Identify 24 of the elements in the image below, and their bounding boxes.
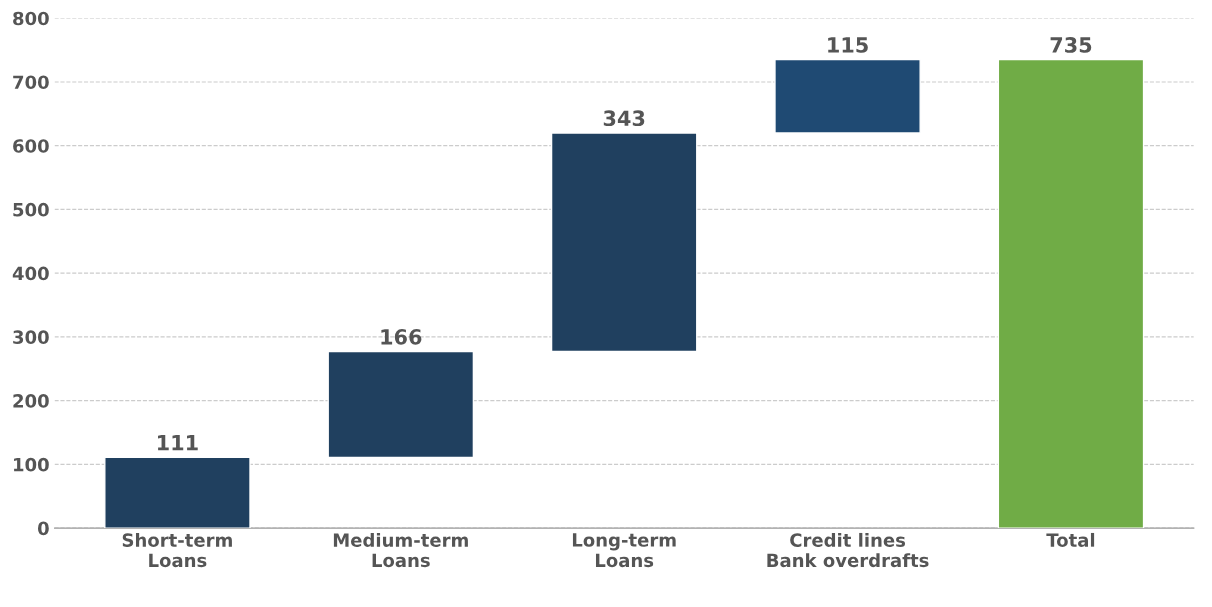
bar [104, 456, 251, 529]
x-tick-label: Credit lines Bank overdrafts [767, 532, 929, 568]
bar [550, 132, 698, 353]
data-label: 115 [828, 37, 868, 53]
y-tick-label: 0 [37, 521, 49, 536]
y-tick-label: 500 [13, 202, 49, 217]
data-label: 735 [1050, 37, 1092, 53]
y-tick-label: 300 [13, 330, 49, 344]
x-tick-label: Short-term Loans [122, 532, 232, 568]
bar [997, 58, 1145, 529]
x-tick-label: Total [1046, 532, 1095, 547]
y-tick-label: 800 [13, 11, 49, 26]
y-tick-label: 700 [13, 75, 49, 90]
bar [327, 350, 475, 459]
bar [774, 58, 921, 134]
data-label: 166 [381, 328, 422, 345]
y-tick-label: 400 [12, 266, 49, 281]
y-tick-label: 100 [14, 457, 49, 472]
y-tick-label: 200 [13, 394, 49, 408]
y-tick-label: 600 [13, 139, 49, 153]
data-label: 343 [603, 110, 645, 127]
data-label: 111 [158, 435, 198, 451]
x-tick-label: Long-term Loans [572, 533, 676, 568]
x-tick-label: Medium-term Loans [333, 532, 468, 568]
